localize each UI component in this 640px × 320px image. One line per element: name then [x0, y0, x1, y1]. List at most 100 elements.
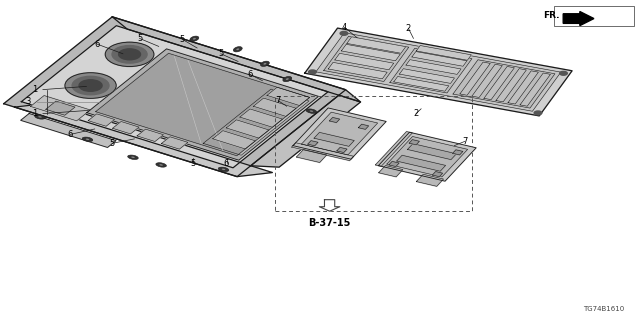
Polygon shape	[251, 95, 360, 167]
Ellipse shape	[128, 155, 138, 159]
Polygon shape	[305, 28, 572, 116]
Polygon shape	[314, 132, 355, 146]
Text: 4: 4	[342, 23, 347, 32]
Text: 6: 6	[224, 159, 229, 168]
Circle shape	[340, 31, 348, 35]
Polygon shape	[341, 44, 400, 61]
Polygon shape	[416, 45, 471, 60]
Ellipse shape	[156, 163, 166, 167]
Circle shape	[308, 70, 316, 74]
Polygon shape	[452, 150, 463, 155]
Polygon shape	[390, 48, 472, 93]
Ellipse shape	[159, 164, 163, 166]
Polygon shape	[203, 89, 309, 155]
Text: 5: 5	[218, 49, 223, 58]
Polygon shape	[296, 149, 326, 163]
Polygon shape	[301, 112, 378, 155]
Polygon shape	[408, 144, 456, 160]
Circle shape	[118, 49, 141, 60]
Ellipse shape	[283, 76, 292, 82]
Text: 5: 5	[137, 34, 142, 43]
Ellipse shape	[131, 156, 135, 158]
Ellipse shape	[190, 36, 199, 41]
Circle shape	[79, 80, 102, 91]
Polygon shape	[308, 141, 318, 146]
FancyArrow shape	[563, 12, 594, 26]
Polygon shape	[267, 87, 310, 106]
Polygon shape	[412, 52, 467, 66]
Text: 5: 5	[191, 159, 196, 168]
Text: 1: 1	[33, 85, 38, 94]
Polygon shape	[496, 69, 526, 102]
Ellipse shape	[38, 116, 42, 118]
Text: TG74B1610: TG74B1610	[583, 306, 624, 312]
Ellipse shape	[264, 63, 266, 65]
Polygon shape	[112, 17, 360, 102]
Polygon shape	[161, 137, 188, 149]
Polygon shape	[88, 114, 115, 126]
Polygon shape	[347, 37, 406, 53]
Polygon shape	[20, 114, 116, 148]
Text: FR.: FR.	[543, 12, 560, 20]
Polygon shape	[389, 161, 399, 166]
Text: 6: 6	[247, 70, 252, 79]
Polygon shape	[95, 53, 310, 156]
Polygon shape	[240, 109, 282, 127]
Circle shape	[65, 73, 116, 98]
Polygon shape	[417, 174, 444, 186]
Circle shape	[534, 111, 542, 115]
Polygon shape	[460, 62, 490, 95]
Polygon shape	[113, 122, 139, 134]
Polygon shape	[31, 96, 90, 121]
Polygon shape	[46, 101, 75, 115]
Circle shape	[72, 76, 109, 95]
Polygon shape	[484, 67, 515, 100]
Ellipse shape	[35, 115, 45, 119]
Polygon shape	[316, 33, 561, 111]
Polygon shape	[293, 108, 386, 159]
Ellipse shape	[310, 110, 313, 112]
Text: B-37-15: B-37-15	[308, 218, 351, 228]
Circle shape	[559, 71, 567, 75]
Text: 5: 5	[180, 35, 185, 44]
Text: 5: 5	[109, 139, 115, 148]
Polygon shape	[397, 155, 445, 171]
Polygon shape	[212, 131, 255, 149]
Polygon shape	[328, 62, 387, 79]
Bar	[554, 6, 634, 26]
Polygon shape	[520, 73, 550, 106]
Polygon shape	[253, 98, 296, 116]
Ellipse shape	[306, 109, 317, 113]
Circle shape	[112, 45, 147, 63]
Polygon shape	[399, 69, 454, 84]
Polygon shape	[292, 143, 354, 161]
Polygon shape	[21, 26, 328, 168]
Polygon shape	[472, 64, 502, 98]
Polygon shape	[378, 132, 476, 181]
Circle shape	[105, 42, 154, 67]
Text: 6: 6	[68, 130, 73, 139]
Ellipse shape	[222, 169, 225, 170]
Polygon shape	[337, 148, 347, 153]
Polygon shape	[394, 76, 449, 91]
Polygon shape	[453, 60, 555, 108]
Text: 3: 3	[26, 97, 31, 106]
Ellipse shape	[234, 47, 242, 52]
Polygon shape	[87, 49, 319, 160]
Polygon shape	[324, 36, 409, 82]
Ellipse shape	[236, 48, 239, 50]
Ellipse shape	[218, 167, 229, 172]
Polygon shape	[15, 103, 273, 177]
Polygon shape	[387, 137, 468, 177]
Polygon shape	[227, 120, 269, 138]
Text: 2: 2	[406, 24, 411, 33]
Polygon shape	[508, 71, 538, 104]
Polygon shape	[319, 200, 340, 211]
Polygon shape	[433, 172, 443, 177]
Text: 7: 7	[462, 137, 467, 146]
Polygon shape	[376, 132, 412, 166]
Text: 2: 2	[413, 109, 419, 118]
Ellipse shape	[82, 137, 93, 141]
Polygon shape	[4, 17, 346, 177]
Polygon shape	[335, 53, 394, 70]
